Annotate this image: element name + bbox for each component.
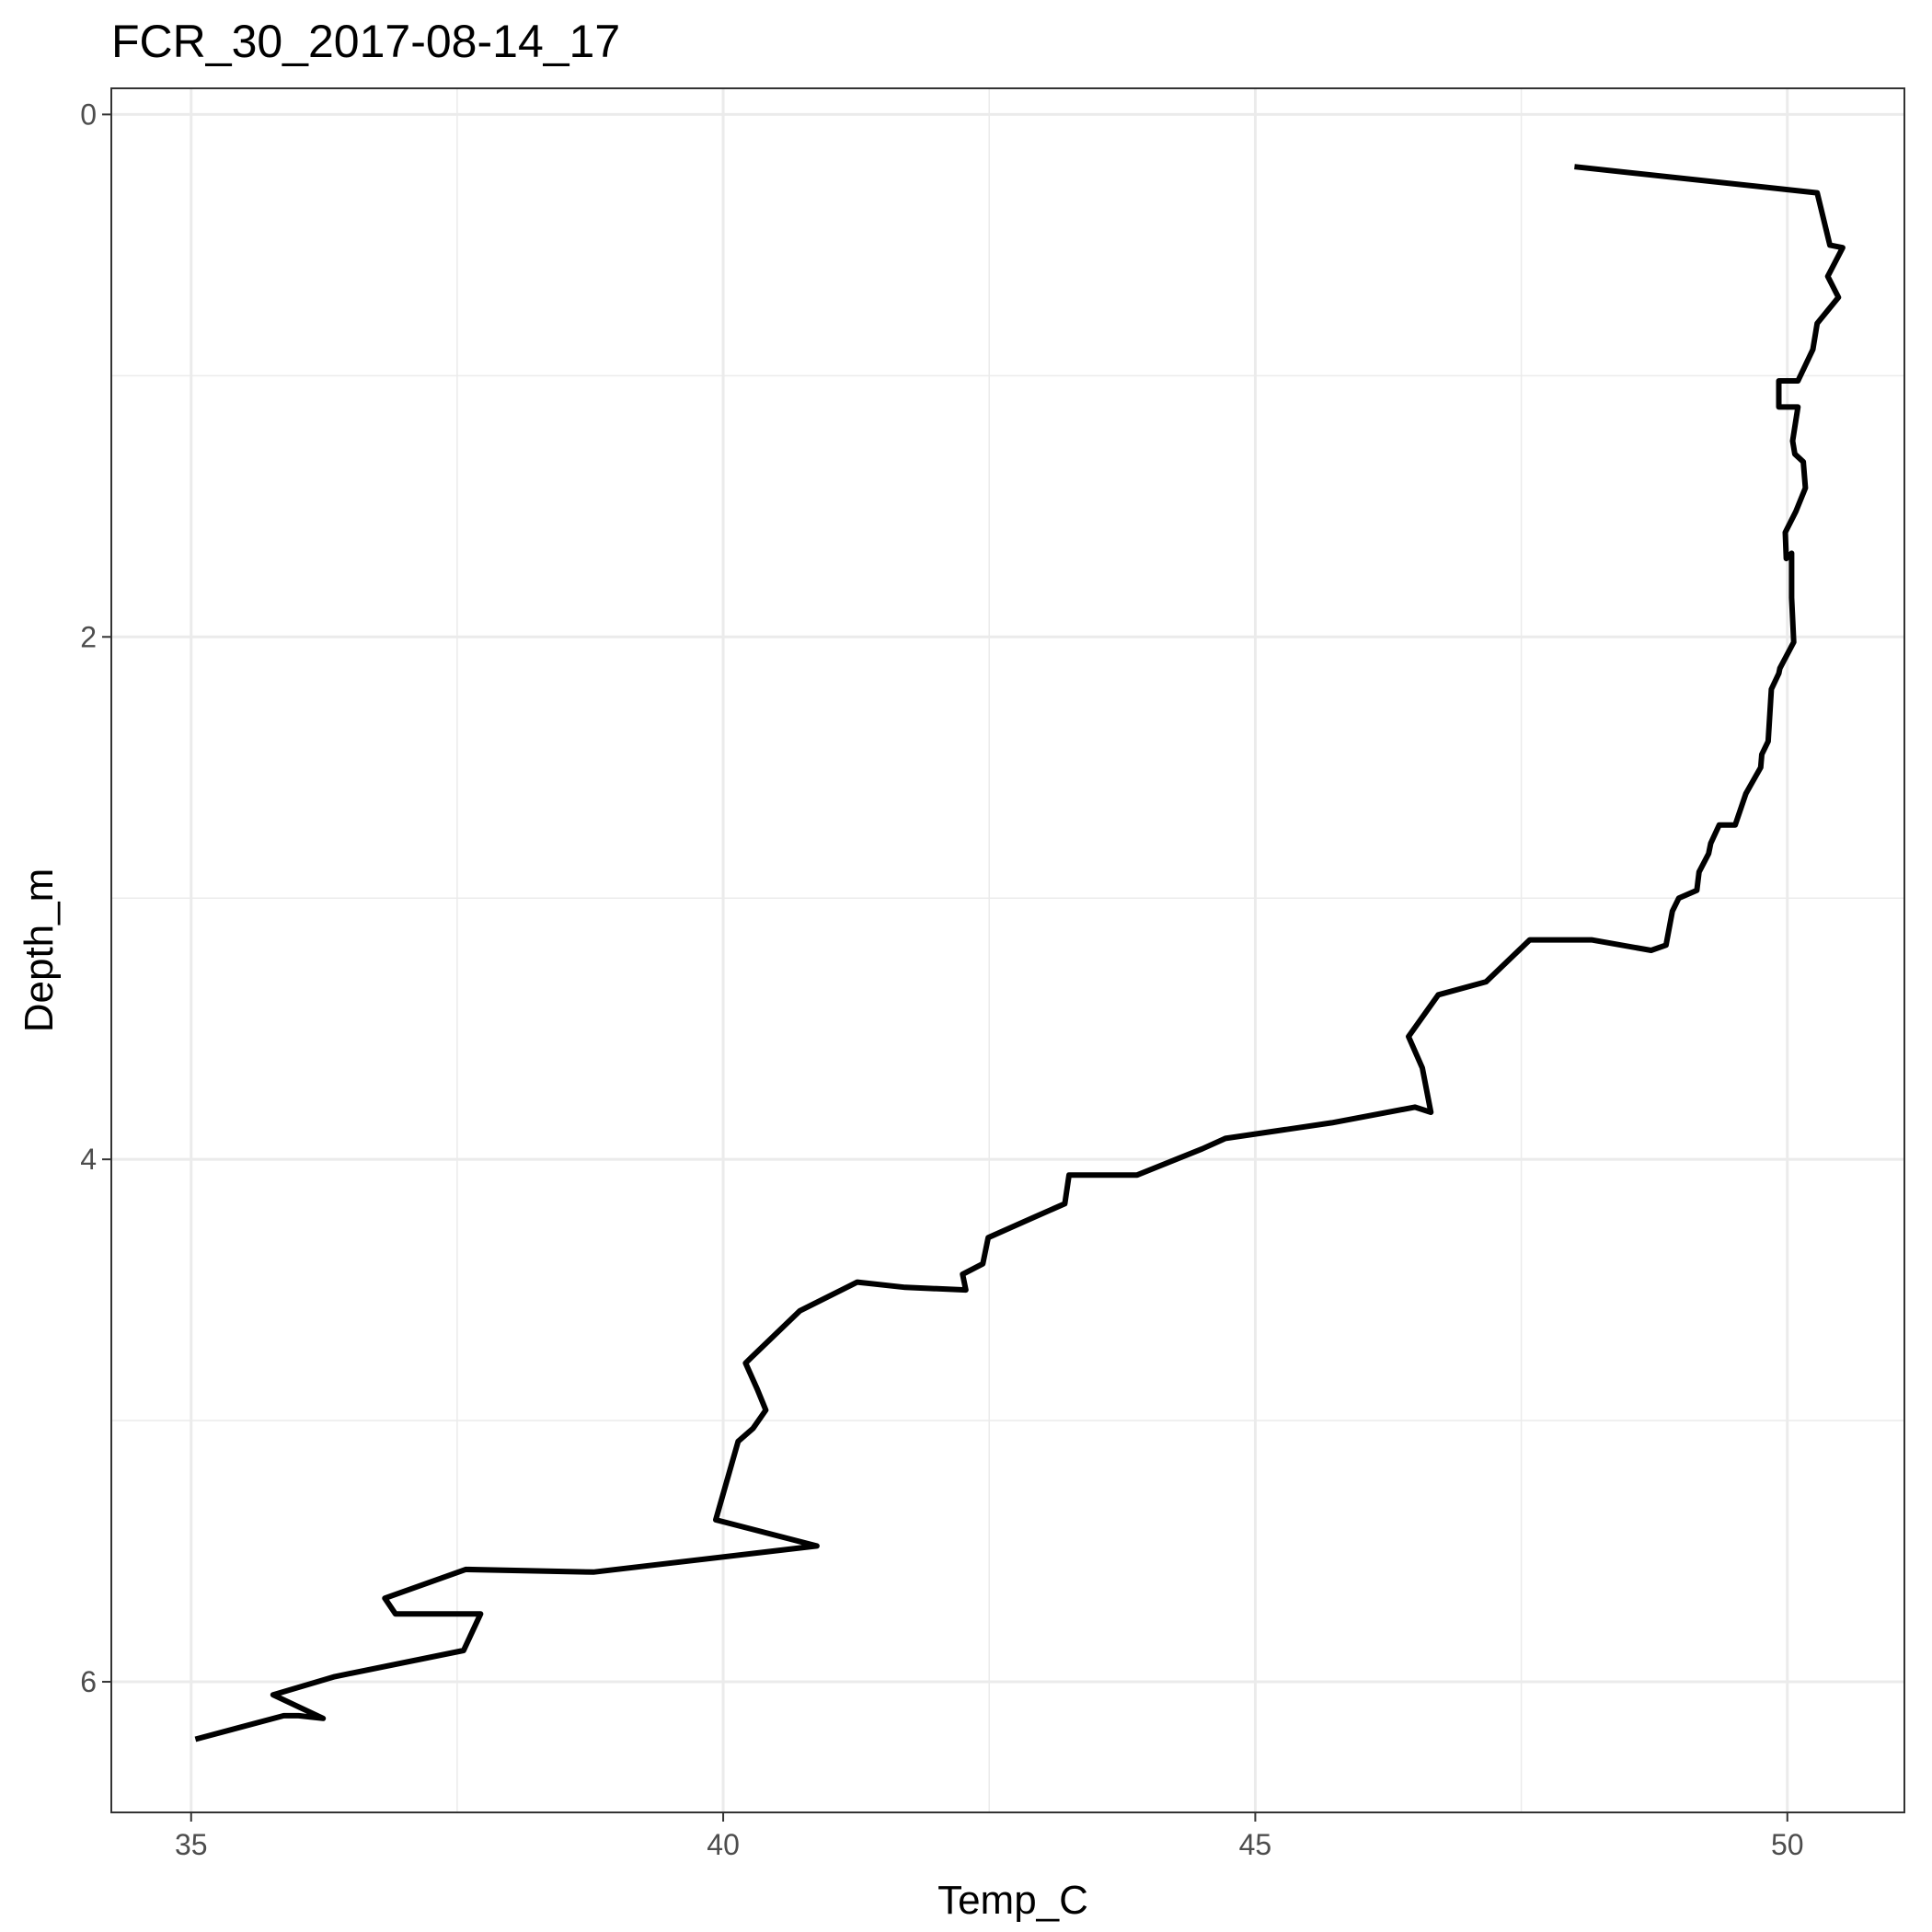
series-layer	[194, 164, 1846, 1742]
y-tick-label: 6	[80, 1665, 97, 1698]
x-tick-label: 45	[1239, 1828, 1272, 1861]
x-axis-title: Temp_C	[937, 1878, 1088, 1923]
x-tick-label: 35	[175, 1828, 208, 1861]
x-tick-label: 40	[707, 1828, 740, 1861]
y-axis-title: Depth_m	[17, 868, 62, 1033]
temperature-profile-line	[194, 164, 1846, 1742]
panel-border	[110, 87, 1905, 1813]
y-tick-label: 2	[80, 620, 97, 653]
axis-ticks: 35 40 45 50 0 2 4 6	[80, 98, 1803, 1861]
chart-title: FCR_30_2017-08-14_17	[111, 16, 620, 67]
grid	[111, 88, 1904, 1812]
x-tick-label: 50	[1771, 1828, 1804, 1861]
y-tick-label: 4	[80, 1143, 97, 1176]
y-tick-label: 0	[80, 98, 97, 131]
